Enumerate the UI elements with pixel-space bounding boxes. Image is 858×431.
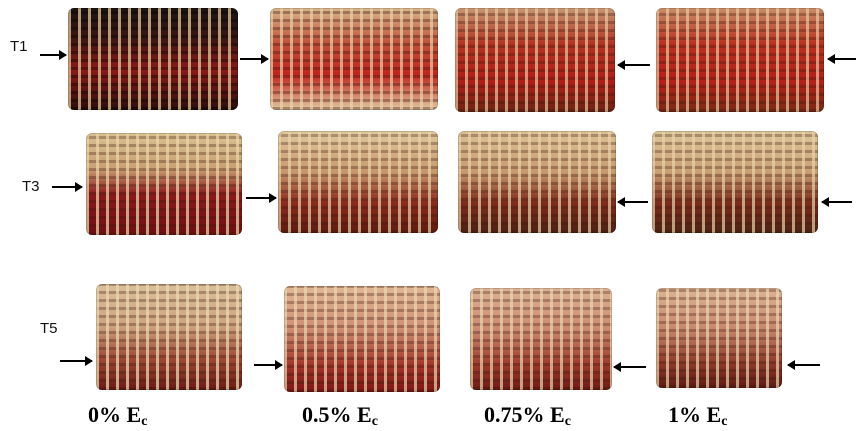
column-label-pct: 0.75% bbox=[484, 402, 545, 427]
photo-t3-05pct bbox=[278, 131, 438, 233]
photo-t1-0pct bbox=[68, 8, 238, 110]
arrow-t1-0pct bbox=[40, 50, 67, 60]
column-label-symbol: E bbox=[550, 402, 565, 427]
column-label-pct: 1% bbox=[668, 402, 701, 427]
row-label-t5: T5 bbox=[40, 320, 58, 337]
column-label-sub: c bbox=[721, 414, 728, 429]
column-label-0pct: 0% Ec bbox=[88, 402, 147, 430]
column-label-sub: c bbox=[564, 414, 571, 429]
column-label-symbol: E bbox=[126, 402, 142, 427]
column-label-sub: c bbox=[141, 414, 148, 429]
arrow-t3-0pct bbox=[52, 182, 83, 192]
photo-t3-1pct bbox=[652, 131, 818, 233]
column-label-075pct: 0.75% Ec bbox=[484, 402, 571, 430]
arrow-t1-075pct bbox=[617, 60, 650, 70]
column-label-05pct: 0.5% Ec bbox=[302, 402, 378, 430]
column-label-pct: 0% bbox=[88, 402, 121, 427]
arrow-t3-1pct bbox=[821, 197, 852, 207]
row-label-t1: T1 bbox=[10, 38, 28, 55]
arrow-t5-1pct bbox=[787, 360, 820, 370]
arrow-t3-075pct bbox=[617, 197, 648, 207]
column-label-pct: 0.5% bbox=[302, 402, 352, 427]
photo-t1-1pct bbox=[656, 8, 824, 112]
column-label-1pct: 1% Ec bbox=[668, 402, 727, 430]
arrow-t5-0pct bbox=[60, 356, 93, 366]
photo-t3-0pct bbox=[86, 133, 242, 235]
column-label-symbol: E bbox=[357, 402, 372, 427]
photo-t1-075pct bbox=[455, 8, 615, 112]
photo-t5-075pct bbox=[470, 288, 612, 390]
photo-t1-05pct bbox=[270, 8, 438, 110]
arrow-t5-05pct bbox=[254, 360, 283, 370]
photo-t5-05pct bbox=[284, 286, 440, 392]
photo-t5-0pct bbox=[96, 284, 242, 390]
column-label-sub: c bbox=[371, 414, 378, 429]
photo-t3-075pct bbox=[458, 131, 616, 233]
arrow-t5-075pct bbox=[613, 362, 646, 372]
arrow-t1-1pct bbox=[827, 54, 856, 64]
photo-t5-1pct bbox=[656, 288, 782, 388]
column-label-symbol: E bbox=[706, 402, 722, 427]
arrow-t3-05pct bbox=[246, 193, 277, 203]
row-label-t3: T3 bbox=[22, 178, 40, 195]
arrow-t1-05pct bbox=[240, 54, 269, 64]
